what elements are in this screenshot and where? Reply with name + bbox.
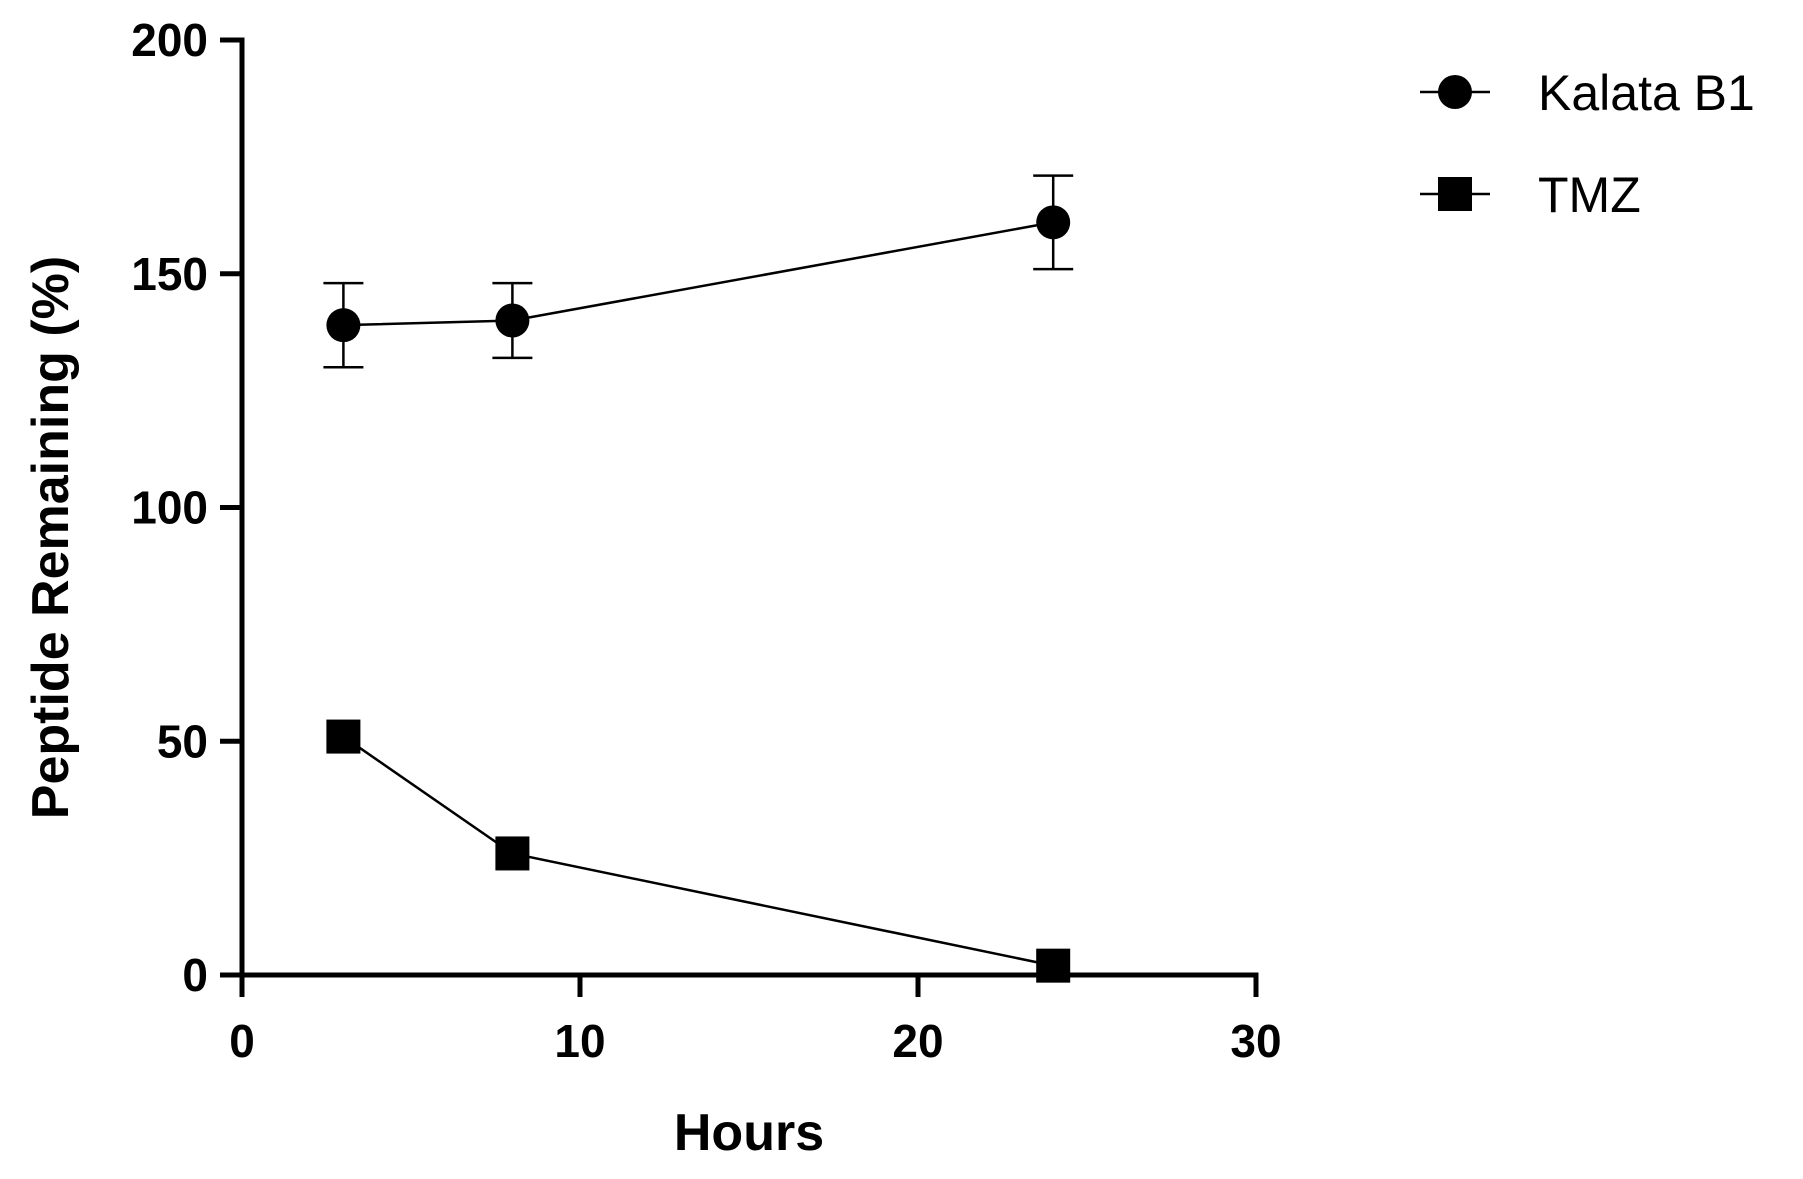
x-tick-label: 0 [229,1015,255,1067]
legend-item: Kalata B1 [1420,65,1755,121]
data-point [1036,205,1071,240]
series-line [342,735,1054,967]
data-point [326,719,361,754]
data-point [326,308,361,343]
legend-label: TMZ [1538,167,1641,223]
y-tick-label: 100 [131,482,208,534]
legend-item: TMZ [1420,167,1641,223]
x-axis: 0 10 20 30 [229,972,1282,1067]
x-tick-label: 10 [554,1015,605,1067]
series-tmz [326,719,1071,983]
data-point [495,303,530,338]
series-line [343,221,1054,327]
data-point [1036,948,1071,983]
y-tick-label: 200 [131,14,208,66]
legend: Kalata B1 TMZ [1420,65,1755,223]
data-point [495,836,530,871]
legend-label: Kalata B1 [1538,65,1755,121]
y-tick-label: 0 [182,949,208,1001]
x-axis-title: Hours [674,1104,824,1162]
series-kalata-b1 [323,174,1074,369]
y-tick-label: 150 [131,248,208,300]
plot-area [323,174,1074,983]
y-tick-label: 50 [157,715,208,767]
x-tick-label: 20 [892,1015,943,1067]
legend-marker [1438,177,1472,211]
x-tick-label: 30 [1230,1015,1281,1067]
y-axis: 0 50 100 150 200 [131,14,245,1001]
legend-marker [1438,75,1472,109]
y-axis-title: Peptide Remaining (%) [22,256,80,819]
